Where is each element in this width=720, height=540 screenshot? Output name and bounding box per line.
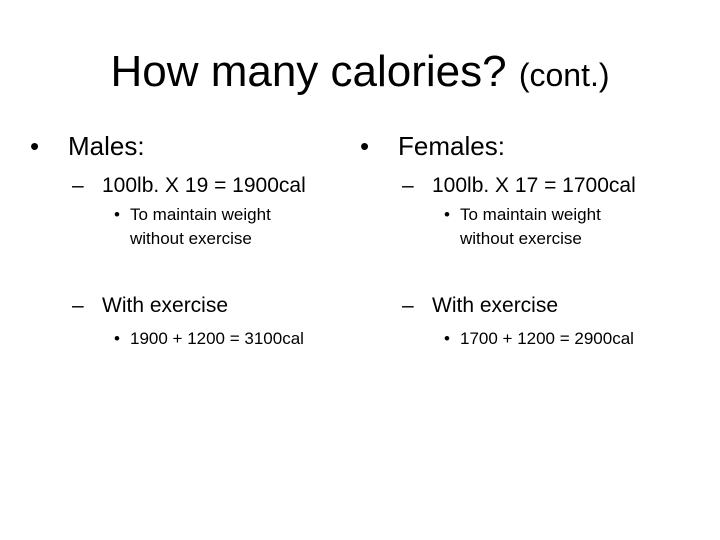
- dash-icon: –: [402, 294, 414, 317]
- bullet-icon: •: [114, 329, 120, 348]
- males-formula-text: 100lb. X 19 = 1900cal: [102, 174, 306, 197]
- males-formula-note-text: To maintain weight without exercise: [130, 205, 271, 248]
- slide-title-text: How many calories?: [110, 47, 507, 96]
- females-heading-label: Females:: [398, 131, 505, 161]
- males-heading-label: Males:: [68, 131, 145, 161]
- females-exercise-label: With exercise: [432, 294, 559, 317]
- females-formula-note-text: To maintain weight without exercise: [460, 205, 601, 248]
- slide-title: How many calories? (cont.): [0, 44, 720, 103]
- bullet-icon: •: [30, 131, 40, 161]
- dash-icon: –: [402, 174, 414, 197]
- bullet-icon: •: [444, 205, 450, 224]
- slide-title-suffix: (cont.): [518, 57, 610, 93]
- dash-icon: –: [72, 294, 84, 317]
- females-exercise-calc-text: 1700 + 1200 = 2900cal: [460, 329, 634, 348]
- males-exercise-label: With exercise: [102, 294, 229, 317]
- females-formula-text: 100lb. X 17 = 1700cal: [432, 174, 636, 197]
- bullet-icon: •: [444, 329, 450, 348]
- bullet-icon: •: [360, 131, 370, 161]
- dash-icon: –: [72, 174, 84, 197]
- bullet-icon: •: [114, 205, 120, 224]
- males-exercise-calc-text: 1900 + 1200 = 3100cal: [130, 329, 304, 348]
